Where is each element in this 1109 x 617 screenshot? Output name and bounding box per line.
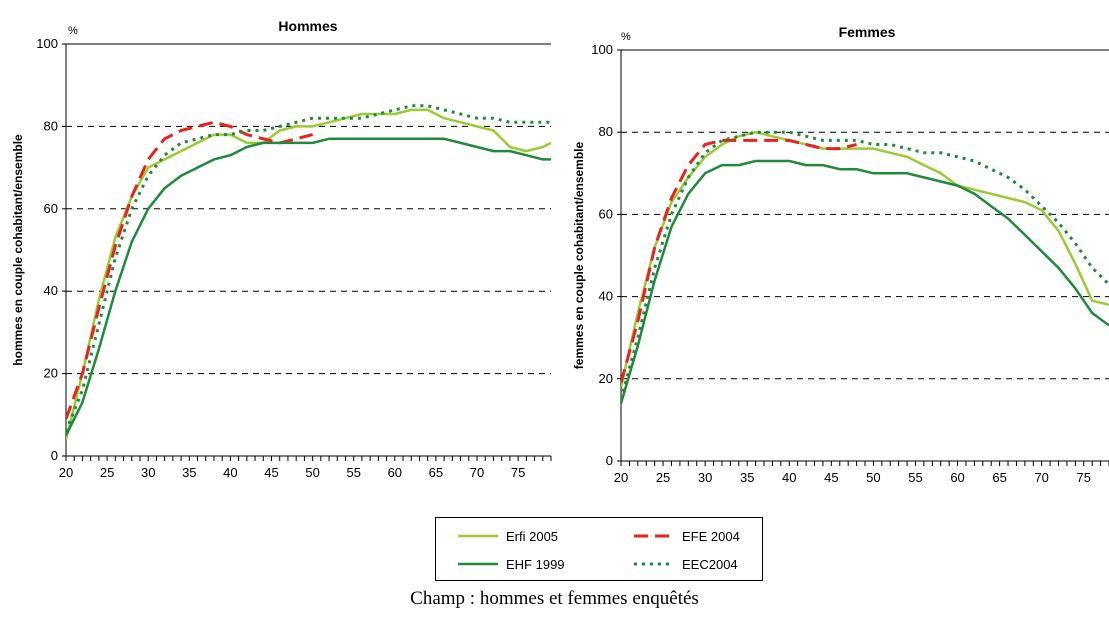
hommes-xtick-label-45: 45 (264, 465, 278, 480)
legend-label-ehf: EHF 1999 (506, 556, 565, 572)
legend-item-efe: EFE 2004 (632, 526, 740, 546)
legend-item-erfi: Erfi 2005 (456, 526, 558, 546)
hommes-xtick-label-35: 35 (182, 465, 196, 480)
femmes-xtick-label-50: 50 (866, 470, 880, 485)
hommes-xtick-label-20: 20 (59, 465, 73, 480)
hommes-series-ehf (66, 137, 551, 436)
femmes-series-ehf (621, 159, 1109, 404)
femmes-series-efe (621, 138, 857, 384)
femmes-xtick-label-75: 75 (1077, 470, 1091, 485)
hommes-xtick-label-70: 70 (470, 465, 484, 480)
femmes-xtick-label-35: 35 (740, 470, 754, 485)
femmes-xtick-label-55: 55 (908, 470, 922, 485)
hommes-series-eec (66, 104, 551, 432)
hommes-xtick-label-75: 75 (511, 465, 525, 480)
hommes-ytick-label-20: 20 (44, 366, 58, 381)
hommes-ytick-label-80: 80 (44, 118, 58, 133)
femmes-ytick-label-40: 40 (599, 289, 613, 304)
hommes-xtick-label-25: 25 (100, 465, 114, 480)
hommes-ytick-label-100: 100 (36, 36, 58, 51)
femmes-ytick-label-20: 20 (599, 371, 613, 386)
legend-item-eec: EEC2004 (632, 554, 738, 574)
legend-label-efe: EFE 2004 (682, 528, 740, 544)
femmes-series-eec (621, 130, 1109, 400)
femmes-unit-label: % (621, 31, 631, 43)
hommes-ytick-label-40: 40 (44, 283, 58, 298)
femmes-xtick-label-60: 60 (950, 470, 964, 485)
femmes-xtick-label-45: 45 (824, 470, 838, 485)
femmes-ytick-label-80: 80 (599, 124, 613, 139)
femmes-ytick-label-60: 60 (599, 206, 613, 221)
hommes-ytick-label-0: 0 (51, 448, 58, 463)
hommes-xtick-label-55: 55 (346, 465, 360, 480)
legend-label-eec: EEC2004 (682, 556, 738, 572)
hommes-title: Hommes (278, 18, 337, 34)
femmes-xtick-label-30: 30 (698, 470, 712, 485)
hommes-xtick-label-60: 60 (388, 465, 402, 480)
hommes-series-efe (66, 120, 313, 420)
hommes-xtick-label-65: 65 (429, 465, 443, 480)
femmes-xtick-label-40: 40 (782, 470, 796, 485)
hommes-xtick-label-40: 40 (223, 465, 237, 480)
femmes-xtick-label-65: 65 (992, 470, 1006, 485)
caption: Champ : hommes et femmes enquêtés (410, 588, 699, 609)
legend-swatch-efe (634, 534, 674, 538)
legend-swatch-ehf (458, 562, 498, 566)
femmes-xtick-label-20: 20 (614, 470, 628, 485)
legend-item-ehf: EHF 1999 (456, 554, 565, 574)
hommes-series-erfi (66, 108, 551, 440)
femmes-xtick-label-70: 70 (1034, 470, 1048, 485)
hommes-ylabel: hommes en couple cohabitant/ensemble (11, 134, 25, 366)
legend-swatch-erfi (458, 534, 498, 538)
legend-label-erfi: Erfi 2005 (506, 528, 559, 544)
legend: Erfi 2005 EFE 2004 EHF 1999 EEC2004 (435, 517, 763, 581)
femmes-xtick-label-25: 25 (656, 470, 670, 485)
hommes-xtick-label-30: 30 (141, 465, 155, 480)
femmes-ylabel: femmes en couple cohabitant/ensemble (572, 141, 586, 369)
hommes-ytick-label-60: 60 (44, 201, 58, 216)
hommes-xtick-label-50: 50 (305, 465, 319, 480)
femmes-ytick-label-0: 0 (606, 453, 613, 468)
femmes-title: Femmes (839, 24, 896, 40)
femmes-series-erfi (621, 130, 1109, 388)
femmes-ytick-label-100: 100 (591, 42, 613, 57)
hommes-unit-label: % (68, 25, 78, 37)
legend-swatch-eec (634, 562, 674, 566)
